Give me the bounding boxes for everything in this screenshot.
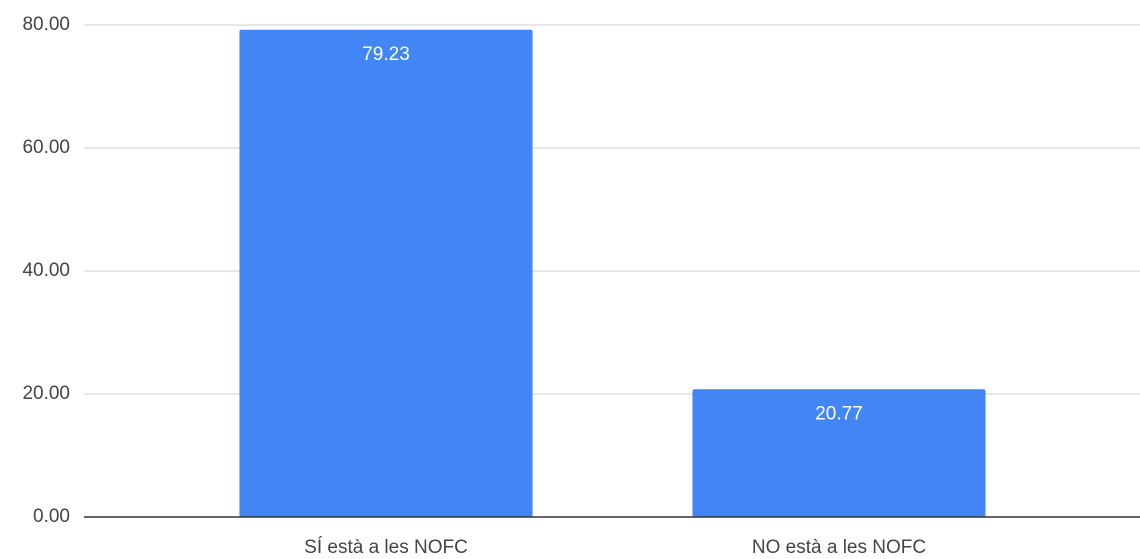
x-tick-label: SÍ està a les NOFC bbox=[304, 537, 468, 558]
x-tick-label: NO està a les NOFC bbox=[752, 537, 926, 558]
bar bbox=[239, 29, 533, 517]
y-tick-label: 20.00 bbox=[22, 383, 70, 404]
y-tick-label: 80.00 bbox=[22, 14, 70, 35]
bar bbox=[692, 389, 986, 517]
y-tick-label: 0.00 bbox=[33, 506, 70, 527]
y-tick-label: 60.00 bbox=[22, 137, 70, 158]
y-tick-label: 40.00 bbox=[22, 260, 70, 281]
value-label: 20.77 bbox=[815, 403, 863, 424]
value-label: 79.23 bbox=[362, 44, 410, 65]
